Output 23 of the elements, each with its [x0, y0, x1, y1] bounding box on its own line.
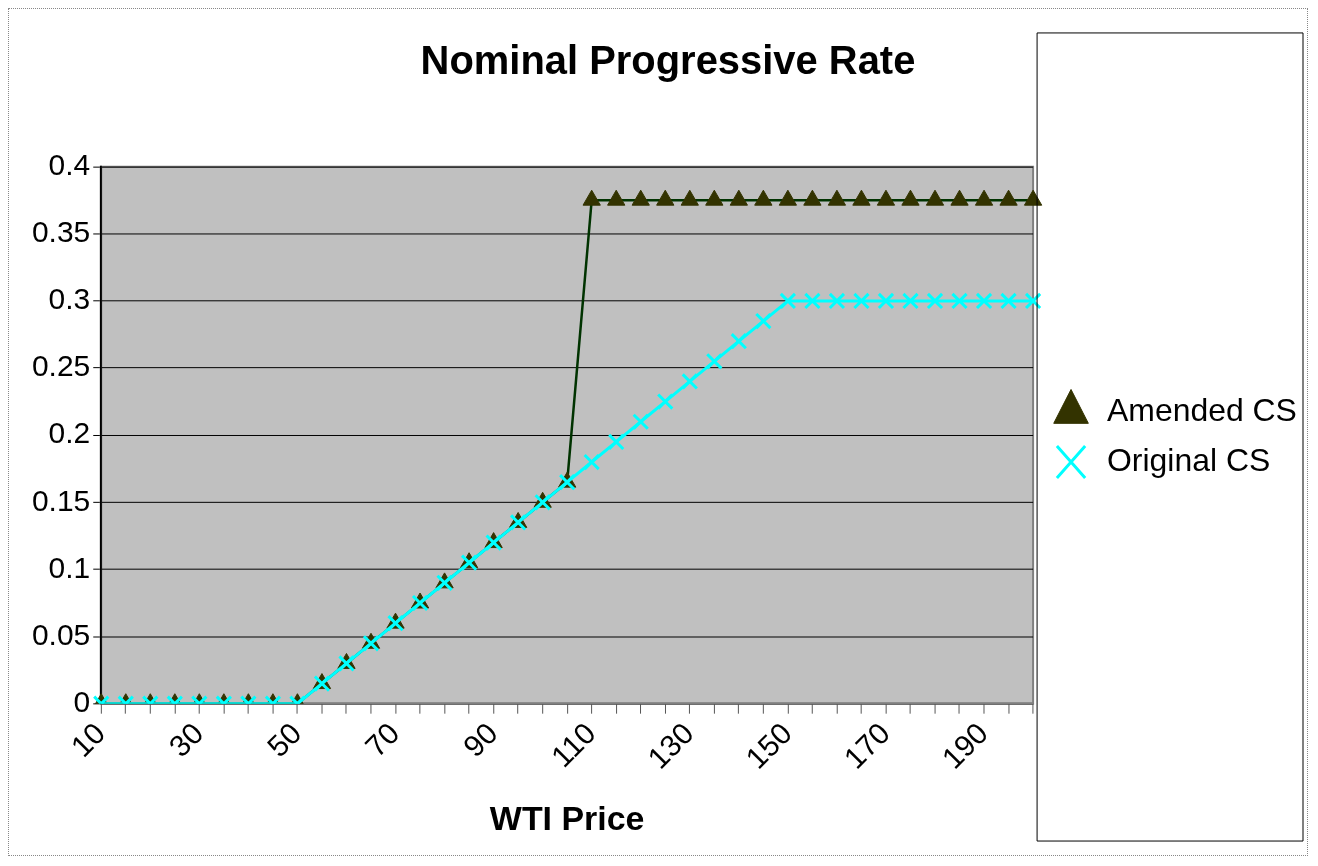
x-tick-label: 70	[358, 716, 406, 763]
y-tick-label: 0	[73, 684, 91, 718]
legend-label: Amended CS	[1106, 391, 1297, 428]
x-axis-title: WTI Price	[489, 799, 645, 838]
x-tick-label: 150	[739, 716, 798, 775]
x-tick-label: 30	[162, 716, 210, 763]
y-tick-label: 0.25	[31, 349, 91, 383]
x-tick-label: 90	[456, 716, 504, 763]
x-tick-label: 10	[64, 716, 112, 763]
x-tick-label: 110	[544, 716, 602, 774]
y-tick-label: 0.15	[31, 483, 91, 517]
y-tick-label: 0.4	[48, 147, 91, 181]
y-tick-label: 0.2	[48, 416, 91, 450]
x-tick-label: 130	[641, 716, 700, 775]
x-tick-label: 190	[935, 716, 995, 775]
x-tick-label: 170	[837, 716, 897, 775]
chart-title: Nominal Progressive Rate	[420, 37, 916, 82]
legend-label: Original CS	[1106, 441, 1271, 478]
y-tick-label: 0.05	[31, 617, 91, 651]
y-tick-label: 0.3	[48, 282, 91, 316]
y-tick-label: 0.35	[31, 215, 91, 249]
y-tick-label: 0.1	[48, 550, 91, 584]
x-tick-label: 50	[260, 716, 308, 763]
